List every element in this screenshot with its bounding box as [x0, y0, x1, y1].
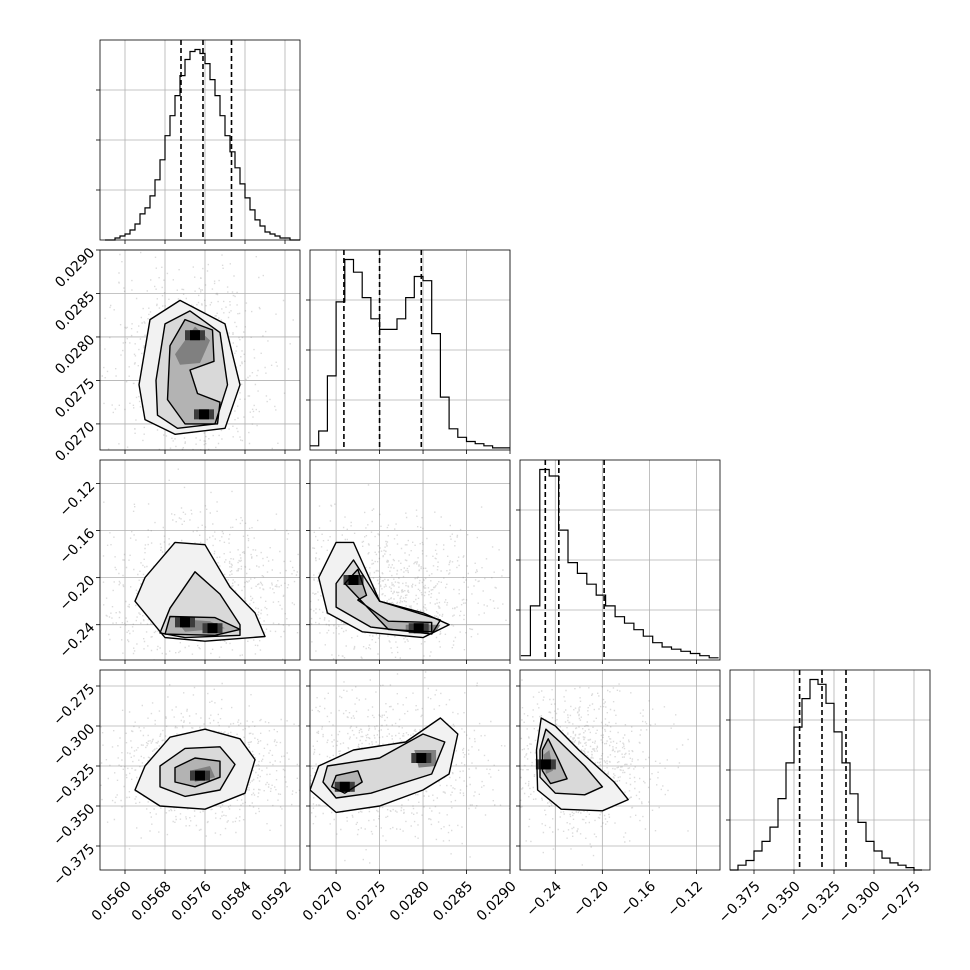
density-panel	[96, 249, 301, 454]
x-tick-label: 0.0576	[169, 878, 215, 924]
density-layer	[100, 682, 300, 850]
histogram-panel	[306, 249, 511, 454]
density-mode-cell	[207, 623, 218, 634]
contour-line-middle	[159, 746, 236, 798]
contour-line-inner	[174, 757, 221, 788]
density-mode-cell	[348, 575, 359, 585]
contour-line-middle	[539, 728, 604, 796]
density-layer	[310, 484, 507, 660]
y-tick-label: −0.300	[50, 721, 98, 769]
histogram-step-line	[105, 48, 300, 241]
x-tick-label: −0.325	[796, 878, 844, 926]
panel-frame	[99, 669, 301, 871]
histogram-step-line	[310, 258, 510, 449]
x-tick-label: −0.275	[876, 878, 924, 926]
contour-line-outer	[134, 541, 266, 642]
density-mode-cell	[416, 753, 427, 763]
density-mode-cell	[413, 623, 424, 634]
y-tick-label: −0.20	[57, 573, 99, 615]
histogram-step-line	[520, 468, 719, 659]
density-mode-cell	[199, 409, 209, 420]
x-tick-label: −0.24	[523, 878, 565, 920]
panel-frame	[519, 669, 721, 871]
panel-frame	[309, 459, 511, 661]
contour-line-inner	[166, 318, 221, 425]
contour-line-inner	[164, 615, 241, 636]
x-tick-label: −0.350	[756, 878, 804, 926]
x-tick-label: −0.20	[570, 878, 612, 920]
contour-line-inner	[331, 770, 363, 794]
density-mode-cell	[195, 770, 205, 781]
contour-line-inner	[541, 738, 568, 785]
density-layer	[100, 251, 294, 450]
histogram-panel	[726, 669, 931, 874]
density-layer	[520, 679, 689, 866]
density-panel	[516, 669, 721, 874]
x-tick-label: 0.0290	[474, 878, 520, 924]
x-tick-label: 0.0584	[209, 878, 255, 924]
contour-line-middle	[322, 733, 446, 799]
y-tick-label: 0.0280	[52, 332, 98, 378]
x-tick-label: −0.12	[665, 878, 707, 920]
density-panel	[306, 459, 511, 664]
histogram-panel	[516, 459, 721, 664]
density-mode-cell	[190, 330, 200, 341]
y-tick-label: 0.0285	[52, 288, 98, 334]
y-tick-label: −0.12	[57, 479, 99, 521]
contour-line-outer	[535, 717, 629, 812]
x-tick-label: 0.0592	[249, 878, 295, 924]
x-tick-label: 0.0270	[300, 878, 346, 924]
x-tick-label: 0.0280	[387, 878, 433, 924]
x-tick-label: 0.0275	[343, 878, 389, 924]
y-tick-label: −0.275	[50, 681, 98, 729]
density-mode-cell	[180, 617, 190, 628]
density-panel	[306, 669, 511, 874]
y-tick-label: −0.350	[50, 801, 98, 849]
contour-line-inner	[344, 568, 433, 633]
x-tick-label: 0.0560	[89, 878, 135, 924]
contour-line-middle	[155, 310, 229, 429]
x-tick-label: −0.375	[716, 878, 764, 926]
density-panel	[96, 669, 301, 874]
x-tick-label: −0.16	[618, 878, 660, 920]
y-tick-label: −0.16	[57, 526, 99, 568]
scatter-points	[310, 484, 507, 660]
panel-frame	[309, 249, 511, 451]
panel-frame	[99, 39, 301, 241]
contour-line-outer	[138, 299, 241, 435]
density-mode-cell	[540, 759, 551, 770]
panel-frame	[99, 249, 301, 451]
panel-frame	[519, 459, 721, 661]
scatter-points	[100, 682, 300, 850]
density-panel	[96, 459, 301, 664]
panel-frame	[99, 459, 301, 661]
contour-line-outer	[134, 728, 256, 810]
y-tick-label: −0.24	[57, 620, 99, 662]
density-mode-cell	[339, 781, 350, 792]
panel-frame	[729, 669, 931, 871]
contour-line-outer	[310, 717, 459, 814]
y-tick-label: 0.0275	[52, 375, 98, 421]
x-tick-label: −0.300	[836, 878, 884, 926]
density-layer	[100, 468, 300, 660]
y-tick-label: 0.0290	[52, 245, 98, 291]
y-tick-label: 0.0270	[52, 419, 98, 465]
y-tick-label: −0.325	[50, 761, 98, 809]
histogram-panel	[96, 39, 301, 244]
y-tick-label: −0.375	[50, 841, 98, 889]
density-layer	[310, 671, 510, 864]
histogram-step-line	[730, 678, 922, 871]
panel-frame	[309, 669, 511, 871]
contour-line-middle	[335, 559, 442, 635]
x-tick-label: 0.0568	[129, 878, 175, 924]
x-tick-label: 0.0285	[430, 878, 476, 924]
